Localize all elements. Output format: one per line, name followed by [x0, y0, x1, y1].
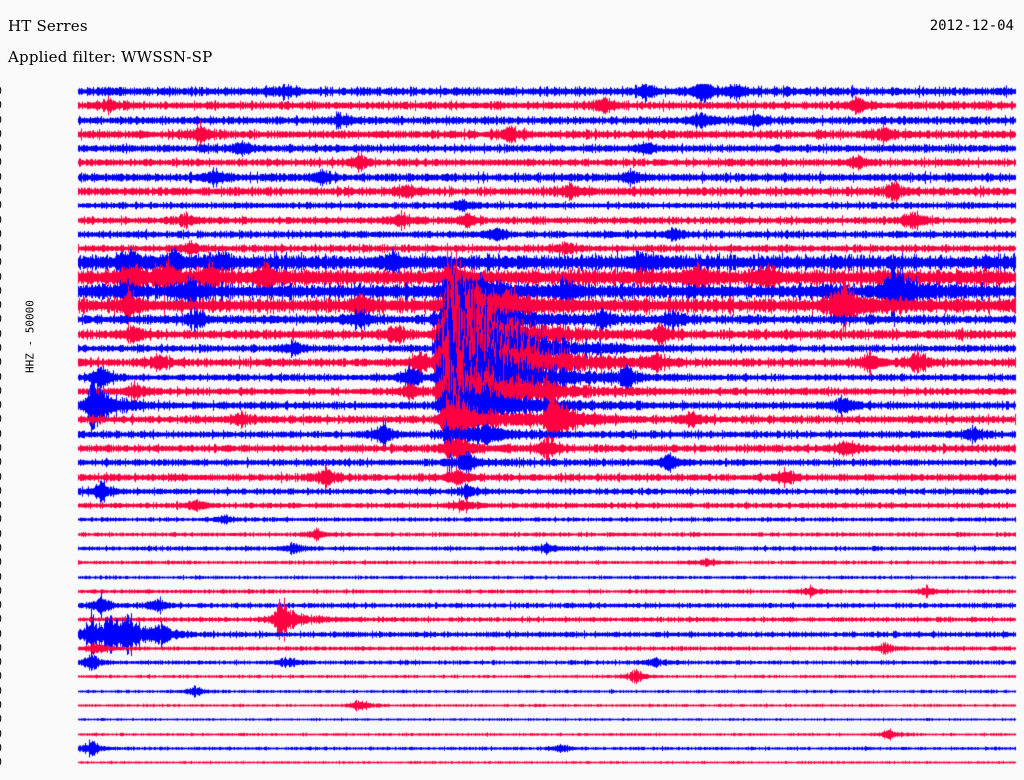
time-label-15-00: 15:00: [0, 514, 2, 525]
time-label-08-30: 08:30: [0, 328, 2, 339]
time-label-12-30: 12:30: [0, 443, 2, 454]
time-label-14-00: 14:00: [0, 485, 2, 496]
time-label-04-30: 04:30: [0, 214, 2, 225]
time-label-03-30: 03:30: [0, 185, 2, 196]
station-title: HT Serres: [8, 17, 88, 35]
time-label-23-00: 23:00: [0, 742, 2, 753]
time-label-00-00: 00:00: [0, 86, 2, 97]
time-label-05-30: 05:30: [0, 243, 2, 254]
time-label-15-30: 15:30: [0, 528, 2, 539]
time-label-09-00: 09:00: [0, 343, 2, 354]
time-label-20-30: 20:30: [0, 671, 2, 682]
time-label-13-00: 13:00: [0, 457, 2, 468]
time-label-09-30: 09:30: [0, 357, 2, 368]
time-label-12-00: 12:00: [0, 428, 2, 439]
time-label-16-00: 16:00: [0, 542, 2, 553]
time-label-17-30: 17:30: [0, 585, 2, 596]
time-label-07-30: 07:30: [0, 300, 2, 311]
time-label-14-30: 14:30: [0, 500, 2, 511]
time-label-01-30: 01:30: [0, 128, 2, 139]
time-label-11-30: 11:30: [0, 414, 2, 425]
time-label-19-30: 19:30: [0, 642, 2, 653]
time-label-06-30: 06:30: [0, 271, 2, 282]
time-label-08-00: 08:00: [0, 314, 2, 325]
time-label-22-30: 22:30: [0, 728, 2, 739]
time-label-00-30: 00:30: [0, 100, 2, 111]
record-date: 2012-12-04: [929, 18, 1014, 34]
time-label-04-00: 04:00: [0, 200, 2, 211]
time-label-13-30: 13:30: [0, 471, 2, 482]
time-label-10-30: 10:30: [0, 385, 2, 396]
time-label-21-00: 21:00: [0, 685, 2, 696]
time-label-23-30: 23:30: [0, 757, 2, 768]
time-axis-labels: 00:00 00:30 01:00 01:30 02:00 02:30 03:00 03:30…: [0, 0, 78, 780]
time-label-01-00: 01:00: [0, 114, 2, 125]
time-label-02-00: 02:00: [0, 143, 2, 154]
time-label-20-00: 20:00: [0, 657, 2, 668]
time-label-05-00: 05:00: [0, 228, 2, 239]
time-label-11-00: 11:00: [0, 400, 2, 411]
time-label-07-00: 07:00: [0, 285, 2, 296]
time-label-18-00: 18:00: [0, 600, 2, 611]
time-label-18-30: 18:30: [0, 614, 2, 625]
time-label-06-00: 06:00: [0, 257, 2, 268]
time-label-17-00: 17:00: [0, 571, 2, 582]
applied-filter-label: Applied filter: WWSSN-SP: [8, 48, 213, 66]
time-label-10-00: 10:00: [0, 371, 2, 382]
time-label-22-00: 22:00: [0, 714, 2, 725]
time-label-19-00: 19:00: [0, 628, 2, 639]
time-label-16-30: 16:30: [0, 557, 2, 568]
time-label-21-30: 21:30: [0, 700, 2, 711]
time-label-02-30: 02:30: [0, 157, 2, 168]
time-label-03-00: 03:00: [0, 171, 2, 182]
